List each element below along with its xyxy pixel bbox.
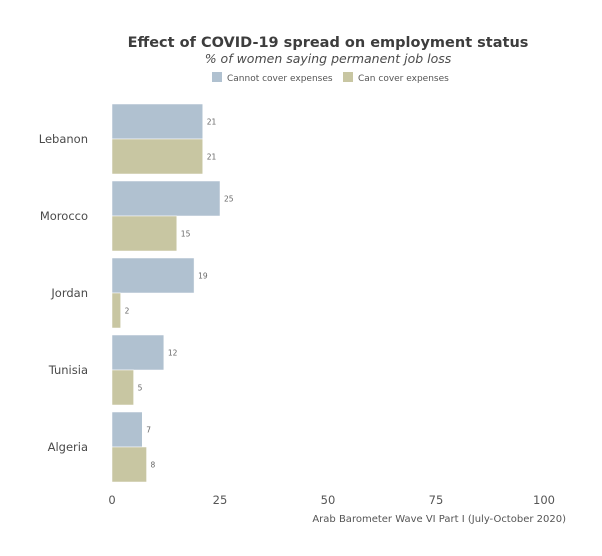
chart-title: Effect of COVID-19 spread on employment … <box>128 35 529 51</box>
bar-tunisia-can-cover <box>111 369 134 406</box>
bar-algeria-cannot-cover <box>111 411 143 448</box>
data-label-algeria-can-cover: 8 <box>151 461 156 470</box>
data-label-algeria-cannot-cover: 7 <box>146 426 151 435</box>
bar-jordan-can-cover <box>111 292 121 329</box>
category-label-lebanon: Lebanon <box>39 132 88 146</box>
category-label-jordan: Jordan <box>50 286 88 300</box>
x-tick-label-50: 50 <box>321 493 336 507</box>
bars <box>111 103 221 483</box>
bar-lebanon-cannot-cover <box>111 103 203 140</box>
legend-swatch-can-cover <box>343 72 353 82</box>
x-tick-label-0: 0 <box>108 493 115 507</box>
bar-algeria-can-cover <box>111 446 147 483</box>
bar-lebanon-can-cover <box>111 138 203 175</box>
bar-morocco-cannot-cover <box>111 180 221 217</box>
legend: Cannot cover expenses Can cover expenses <box>212 72 449 84</box>
data-label-jordan-cannot-cover: 19 <box>198 272 208 281</box>
category-label-algeria: Algeria <box>48 440 88 454</box>
x-tick-label-75: 75 <box>429 493 444 507</box>
x-tick-label-25: 25 <box>213 493 228 507</box>
source-caption: Arab Barometer Wave VI Part I (July-Octo… <box>312 514 566 525</box>
legend-swatch-cannot-cover <box>212 72 222 82</box>
category-labels: Lebanon Morocco Jordan Tunisia Algeria <box>39 132 88 454</box>
bar-tunisia-cannot-cover <box>111 334 165 371</box>
bar-morocco-can-cover <box>111 215 178 252</box>
chart-subtitle: % of women saying permanent job loss <box>205 51 452 66</box>
legend-label-cannot-cover: Cannot cover expenses <box>227 74 333 84</box>
x-tick-label-100: 100 <box>533 493 555 507</box>
data-label-morocco-cannot-cover: 25 <box>224 195 234 204</box>
data-label-jordan-can-cover: 2 <box>125 307 130 316</box>
data-label-lebanon-can-cover: 21 <box>207 153 217 162</box>
x-axis-ticks: 0 25 50 75 100 <box>108 493 555 507</box>
data-label-lebanon-cannot-cover: 21 <box>207 118 217 127</box>
legend-label-can-cover: Can cover expenses <box>358 74 449 84</box>
category-label-tunisia: Tunisia <box>48 363 88 377</box>
data-label-tunisia-cannot-cover: 12 <box>168 349 178 358</box>
data-label-tunisia-can-cover: 5 <box>138 384 143 393</box>
bar-jordan-cannot-cover <box>111 257 195 294</box>
category-label-morocco: Morocco <box>40 209 88 223</box>
data-label-morocco-can-cover: 15 <box>181 230 191 239</box>
